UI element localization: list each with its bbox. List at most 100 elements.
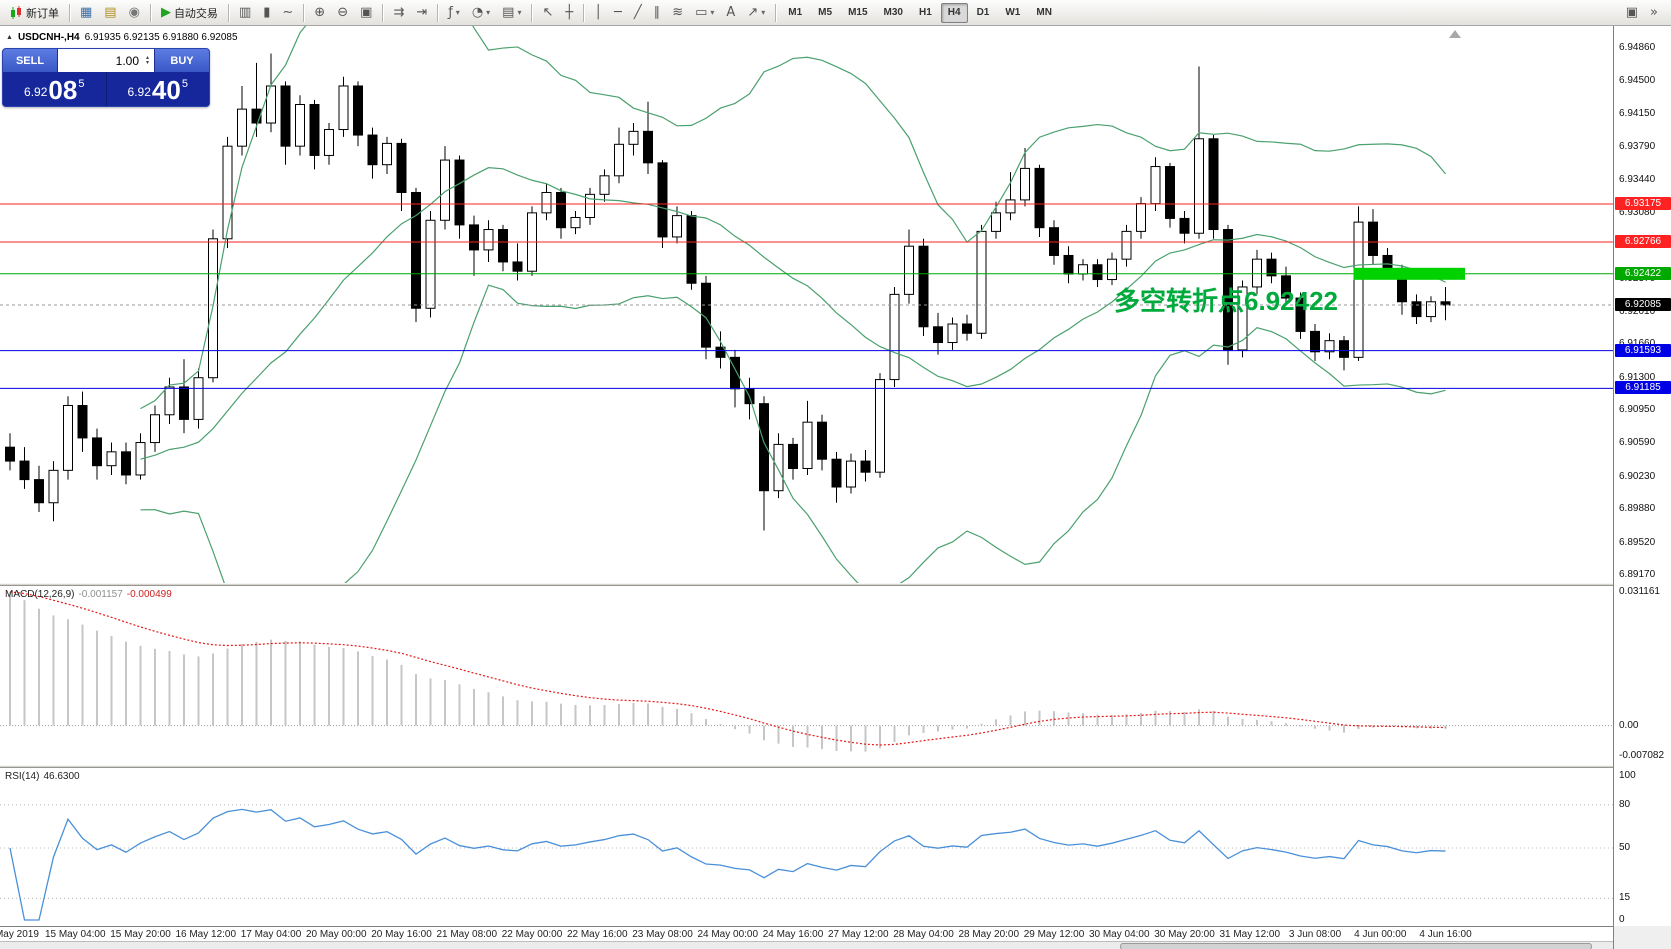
rsi-panel[interactable]: RSI(14) 46.6300 bbox=[0, 768, 1613, 926]
price-tick-label: 6.89520 bbox=[1619, 536, 1656, 548]
vertical-line-button[interactable]: │ bbox=[589, 2, 607, 24]
price-chart-plot[interactable] bbox=[0, 26, 1613, 583]
horizontal-scrollbar[interactable] bbox=[0, 941, 1671, 949]
tile-windows-button[interactable]: ▣ bbox=[355, 2, 377, 24]
zoom-out-button[interactable]: ⊖ bbox=[332, 2, 353, 24]
volume-value[interactable]: 1.00 bbox=[115, 53, 139, 68]
price-tick-label: 6.89170 bbox=[1619, 569, 1656, 580]
horizontal-line-icon: ─ bbox=[614, 5, 622, 20]
line-chart-button[interactable]: ∼ bbox=[277, 2, 298, 24]
new-order-button[interactable]: 新订单 bbox=[4, 2, 64, 24]
bar-chart-button[interactable]: ▥ bbox=[234, 2, 256, 24]
window-expand-icon[interactable]: ▲ bbox=[6, 34, 13, 41]
candle bbox=[483, 229, 494, 251]
buy-button[interactable]: BUY bbox=[155, 49, 209, 72]
chart-window: ▲ USDCNH-,H4 6.91935 6.92135 6.91880 6.9… bbox=[0, 26, 1671, 949]
chart-shift-button[interactable]: ⇥ bbox=[411, 2, 432, 24]
dropdown-arrow-icon[interactable]: ▾ bbox=[517, 8, 522, 17]
macd-plot[interactable] bbox=[0, 586, 1613, 765]
timeframe-button-m1[interactable]: M1 bbox=[781, 3, 809, 23]
timeframe-toolbar: M1 M5 M15 M30 H1 H4 D1 W1 MN bbox=[780, 2, 1060, 23]
rsi-plot[interactable] bbox=[0, 768, 1613, 926]
panel-splitter[interactable] bbox=[0, 583, 1671, 586]
macd-panel[interactable]: MACD(12,26,9) -0.001157 -0.000499 bbox=[0, 586, 1613, 765]
rsi-line bbox=[9, 808, 1446, 921]
chart-shift-marker[interactable] bbox=[1449, 30, 1461, 38]
new-chart-button[interactable]: ▦ bbox=[75, 2, 97, 24]
candle bbox=[962, 323, 972, 334]
candle bbox=[643, 130, 653, 164]
docking-button[interactable]: ▣ bbox=[1621, 2, 1643, 24]
volume-up-icon[interactable]: ▴ bbox=[145, 54, 149, 61]
dropdown-arrow-icon[interactable]: ▾ bbox=[761, 8, 766, 17]
candle bbox=[556, 191, 566, 229]
arrow-tool-button[interactable]: ↗ ▾ bbox=[742, 2, 770, 24]
fibonacci-button[interactable]: ≋ bbox=[667, 2, 688, 24]
price-chart-panel[interactable]: ▲ USDCNH-,H4 6.91935 6.92135 6.91880 6.9… bbox=[0, 26, 1613, 583]
timeframe-button-d1[interactable]: D1 bbox=[970, 3, 997, 23]
timeframe-button-h4[interactable]: H4 bbox=[940, 2, 968, 23]
volume-down-icon[interactable]: ▾ bbox=[145, 59, 149, 66]
cursor-button[interactable]: ↖ bbox=[537, 2, 558, 24]
candle bbox=[889, 293, 900, 381]
buy-price[interactable]: 6.92 40 5 bbox=[106, 72, 209, 106]
candle bbox=[1237, 286, 1248, 351]
horizontal-line-button[interactable]: ─ bbox=[609, 2, 627, 24]
trendline-icon: ╱ bbox=[633, 5, 642, 20]
volume-spinner[interactable]: ▴ ▾ bbox=[141, 54, 154, 66]
new-order-icon bbox=[11, 5, 21, 19]
toolbar-separator bbox=[69, 3, 70, 22]
indicators-button[interactable]: ƒ ▾ bbox=[443, 2, 465, 24]
timeframe-button-m15[interactable]: M15 bbox=[841, 3, 874, 23]
crosshair-button[interactable]: ┼ bbox=[560, 2, 578, 24]
toolbars-overflow-button[interactable]: » bbox=[1645, 2, 1663, 24]
candle bbox=[34, 479, 44, 504]
timeframe-button-m30[interactable]: M30 bbox=[877, 3, 910, 23]
timeframe-button-m5[interactable]: M5 bbox=[811, 3, 839, 23]
candle bbox=[759, 403, 769, 492]
auto-scroll-button[interactable]: ⇉ bbox=[388, 2, 409, 24]
dropdown-arrow-icon[interactable]: ▾ bbox=[710, 8, 715, 17]
price-tag-6.92085: 6.92085 bbox=[1615, 298, 1671, 312]
timeframe-button-w1[interactable]: W1 bbox=[998, 3, 1027, 23]
bollinger-upper-band bbox=[140, 26, 1446, 410]
axis-corner bbox=[1613, 926, 1671, 949]
candlestick-chart-button[interactable]: ▮ bbox=[258, 2, 275, 24]
dropdown-arrow-icon[interactable]: ▾ bbox=[486, 8, 491, 17]
market-watch-icon: ◉ bbox=[128, 5, 140, 20]
timeframe-button-mn[interactable]: MN bbox=[1029, 3, 1059, 23]
timeframe-button-h1[interactable]: H1 bbox=[912, 3, 939, 23]
price-tick-label: 6.89880 bbox=[1619, 503, 1656, 515]
price-axis[interactable]: 6.94860 6.94500 6.94150 6.93790 6.93440 6.930… bbox=[1613, 26, 1671, 926]
pivot-highlight-bar[interactable] bbox=[1353, 267, 1466, 280]
periods-button[interactable]: ◔ ▾ bbox=[467, 2, 495, 24]
profiles-button[interactable]: ▤ bbox=[99, 2, 121, 24]
candle bbox=[1411, 301, 1422, 318]
zoom-in-button[interactable]: ⊕ bbox=[309, 2, 330, 24]
scrollbar-thumb[interactable] bbox=[1120, 943, 1592, 949]
panel-splitter[interactable] bbox=[0, 765, 1671, 768]
time-axis[interactable]: 14 May 2019 15 May 04:00 15 May 20:00 16 Ma… bbox=[0, 926, 1671, 941]
bollinger-lower-band bbox=[140, 284, 1446, 583]
time-label: 24 May 16:00 bbox=[762, 929, 824, 940]
volume-field[interactable]: 1.00 ▴ ▾ bbox=[57, 49, 155, 72]
market-watch-button[interactable]: ◉ bbox=[124, 2, 145, 24]
autotrading-button[interactable]: ▶ 自动交易 bbox=[156, 2, 223, 24]
trendline-button[interactable]: ╱ bbox=[629, 2, 647, 24]
text-label-button[interactable]: A bbox=[721, 2, 740, 24]
candle bbox=[846, 460, 856, 488]
macd-signal-value: -0.000499 bbox=[126, 589, 172, 600]
candle bbox=[396, 142, 407, 193]
sell-button[interactable]: SELL bbox=[3, 49, 57, 72]
templates-button[interactable]: ▤ ▾ bbox=[497, 2, 526, 24]
price-tick-label: 6.90590 bbox=[1619, 437, 1656, 449]
pivot-annotation[interactable]: 多空转折点6.92422 bbox=[1114, 286, 1338, 316]
dropdown-arrow-icon[interactable]: ▾ bbox=[455, 8, 460, 17]
price-tick-label: 6.94500 bbox=[1619, 75, 1656, 87]
equidistant-channel-button[interactable]: ∥ bbox=[649, 2, 666, 24]
shapes-button[interactable]: ▭ ▾ bbox=[690, 2, 719, 24]
chart-shift-icon: ⇥ bbox=[416, 5, 428, 20]
sell-price[interactable]: 6.92 08 5 bbox=[3, 72, 106, 106]
toolbar-separator bbox=[775, 3, 777, 22]
symbol-title: USDCNH-,H4 bbox=[17, 32, 80, 43]
